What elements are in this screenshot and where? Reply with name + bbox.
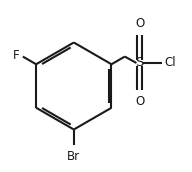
Text: Br: Br <box>67 150 80 163</box>
Text: O: O <box>135 17 144 30</box>
Text: S: S <box>135 56 144 69</box>
Text: F: F <box>12 49 19 62</box>
Text: O: O <box>135 95 144 108</box>
Text: Cl: Cl <box>164 56 176 69</box>
